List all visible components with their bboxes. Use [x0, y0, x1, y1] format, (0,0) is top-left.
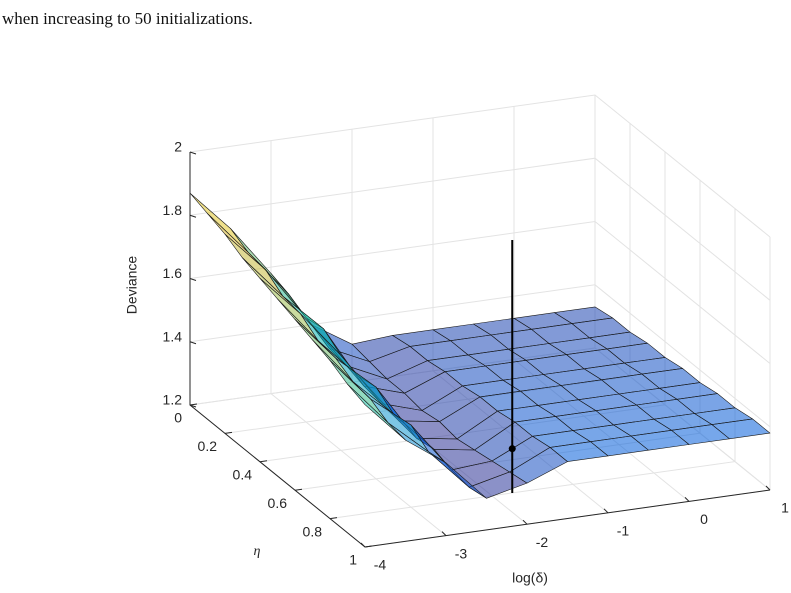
- y-tick: [329, 517, 338, 520]
- z-tick-label: 1.8: [163, 202, 183, 218]
- z-tick-label: 1.6: [163, 265, 183, 281]
- y-tick: [364, 545, 373, 548]
- surface-face: [207, 213, 266, 270]
- y-tick-label: 0.2: [198, 438, 218, 454]
- z-axis-label: Deviance: [124, 256, 140, 315]
- x-axis-label: log(δ): [512, 570, 548, 586]
- z-tick-label: 1.2: [163, 392, 183, 408]
- x-tick-label: -3: [455, 545, 468, 561]
- y-tick-label: 0.6: [268, 495, 288, 511]
- z-tick: [189, 278, 197, 281]
- x-tick: [360, 542, 366, 548]
- z-tick-label: 1.4: [163, 328, 183, 344]
- y-tick-label: 0: [174, 410, 182, 426]
- y-tick: [189, 403, 198, 406]
- x-tick-label: 1: [781, 500, 789, 516]
- z-tick-label: 2: [174, 139, 182, 155]
- grid-line: [189, 157, 771, 301]
- x-tick-label: -1: [617, 523, 630, 539]
- x-tick: [522, 519, 528, 525]
- surface-face: [189, 192, 249, 253]
- x-tick-label: -4: [374, 557, 387, 573]
- z-tick: [189, 151, 197, 155]
- grid-line: [189, 220, 771, 364]
- x-tick: [441, 531, 447, 536]
- y-axis-label: η: [254, 544, 261, 559]
- y-tick: [224, 431, 233, 434]
- y-tick: [259, 460, 268, 463]
- marker-point: [508, 445, 516, 453]
- x-tick: [765, 485, 771, 491]
- grid-line: [189, 94, 771, 238]
- surface-face: [347, 383, 406, 441]
- grid-line: [189, 284, 771, 428]
- x-tick-label: -2: [536, 534, 549, 550]
- y-tick-label: 0.4: [233, 467, 253, 483]
- y-tick-label: 1: [349, 552, 357, 568]
- x-tick-label: 0: [700, 511, 708, 527]
- surface-face: [230, 228, 289, 295]
- x-tick: [603, 508, 609, 514]
- caption: when increasing to 50 initializations.: [2, 9, 253, 28]
- y-tick-label: 0.8: [303, 523, 323, 539]
- surface-face: [224, 233, 284, 297]
- x-tick: [684, 497, 690, 502]
- z-tick: [189, 214, 197, 218]
- y-tick: [294, 488, 303, 491]
- z-tick: [189, 341, 197, 345]
